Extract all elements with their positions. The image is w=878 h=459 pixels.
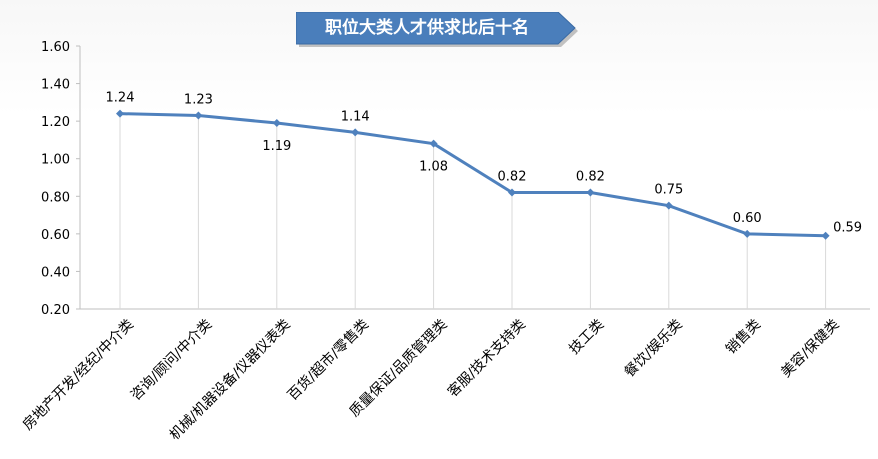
banner-shape [296,12,578,47]
x-tick-label: 咨询/顾问/中介类 [128,317,215,404]
data-point-marker [821,231,830,240]
data-label: 0.59 [833,221,862,236]
y-tick-label: 1.00 [41,153,70,168]
title-banner: 职位大类人才供求比后十名 [296,12,578,47]
y-tick-label: 0.80 [41,190,70,205]
data-point-marker [664,201,673,210]
x-tick-label: 餐饮/娱乐类 [621,317,685,381]
data-label: 1.14 [341,109,370,124]
data-point-marker [743,229,752,238]
y-tick-label: 1.40 [41,78,70,93]
data-label: 0.82 [576,170,605,185]
data-point-marker [508,188,516,197]
x-tick-label: 百货/超市/零售类 [284,316,372,404]
data-label: 1.08 [419,160,448,175]
y-tick-label: 0.40 [41,265,70,280]
data-point-marker [586,188,595,197]
data-label: 1.23 [184,93,213,108]
data-label: 0.60 [733,211,762,226]
y-tick-label: 0.20 [41,303,70,318]
data-point-marker [272,119,281,128]
data-point-marker [116,109,124,118]
data-label: 0.82 [498,170,527,185]
x-tick-label: 美容/保健类 [778,316,843,381]
data-point-marker [194,111,203,120]
x-tick-label: 房地产开发/经纪/中介类 [20,317,137,434]
y-tick-label: 1.20 [41,115,70,130]
data-label: 1.24 [106,91,135,106]
data-point-marker [429,139,438,148]
data-label: 0.75 [654,183,683,198]
y-tick-label: 1.60 [41,40,70,55]
chart-title: 职位大类人才供求比后十名 [325,18,529,38]
x-tick-label: 客服/技术支持类 [444,316,529,401]
data-point-marker [351,128,360,137]
x-tick-label: 技工类 [566,317,607,358]
data-label: 1.19 [262,139,291,154]
y-tick-label: 0.60 [41,228,70,243]
series-line [119,112,826,238]
x-tick-label: 销售类 [723,317,764,358]
